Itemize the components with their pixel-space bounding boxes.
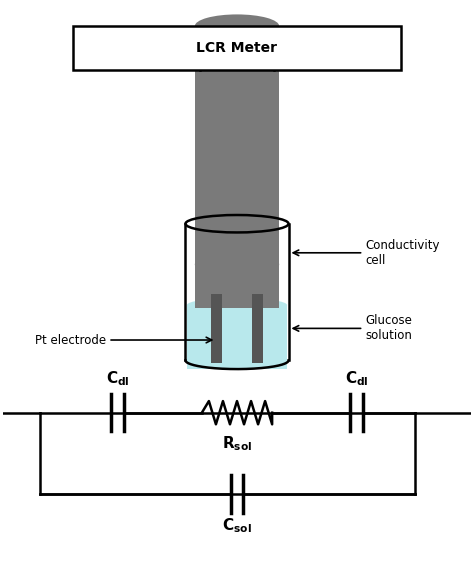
Bar xyxy=(277,32,284,55)
Bar xyxy=(211,294,221,363)
Bar xyxy=(195,26,279,264)
Bar xyxy=(190,32,197,55)
Text: $\mathbf{R_{sol}}$: $\mathbf{R_{sol}}$ xyxy=(222,435,252,454)
Text: Glucose
solution: Glucose solution xyxy=(366,315,413,342)
Text: Pt electrode: Pt electrode xyxy=(35,333,106,346)
Bar xyxy=(185,224,289,369)
Ellipse shape xyxy=(195,15,279,38)
Ellipse shape xyxy=(187,298,287,312)
Bar xyxy=(195,218,279,308)
Text: $\mathbf{C_{dl}}$: $\mathbf{C_{dl}}$ xyxy=(106,370,129,388)
Text: $\mathbf{C_{sol}}$: $\mathbf{C_{sol}}$ xyxy=(222,516,252,535)
Bar xyxy=(195,221,279,230)
Text: $\mathbf{C_{dl}}$: $\mathbf{C_{dl}}$ xyxy=(345,370,368,388)
Bar xyxy=(253,294,263,363)
Ellipse shape xyxy=(195,253,279,276)
Bar xyxy=(187,305,287,369)
Text: LCR Meter: LCR Meter xyxy=(197,41,277,55)
Bar xyxy=(73,26,401,70)
Text: Conductivity
cell: Conductivity cell xyxy=(366,239,440,267)
